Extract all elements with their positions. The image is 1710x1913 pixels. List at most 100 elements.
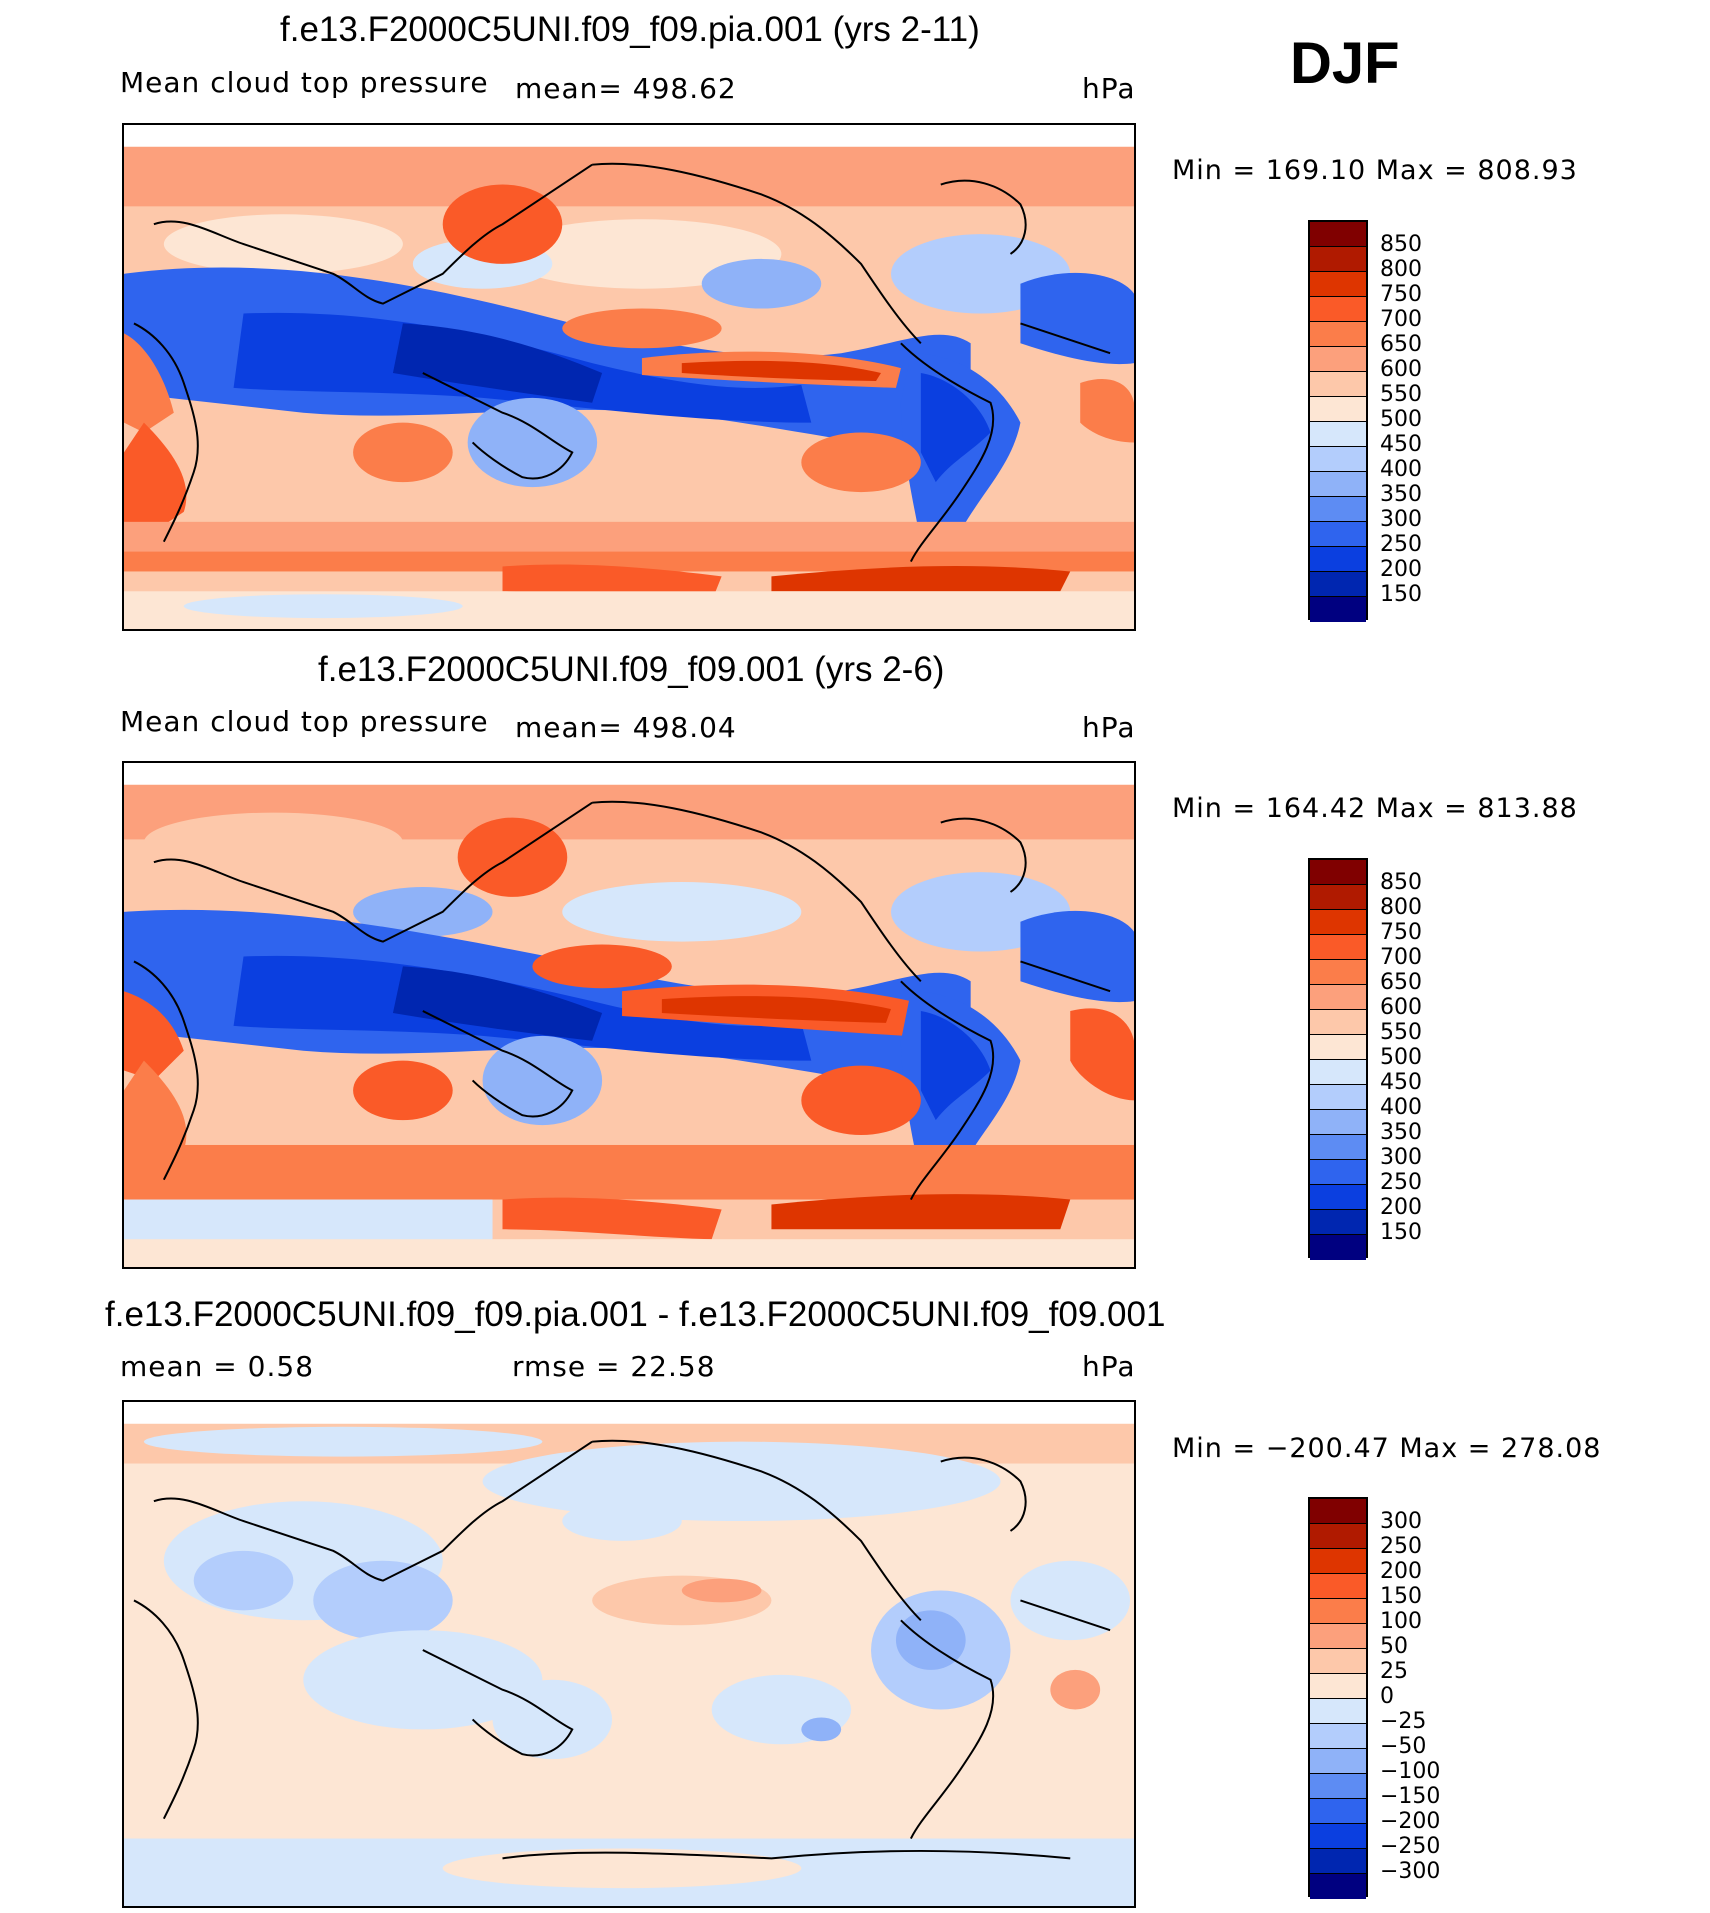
panel1-colorbar-tick: 300 bbox=[1380, 507, 1422, 532]
panel2-minmax: Min = 164.42 Max = 813.88 bbox=[1172, 793, 1578, 824]
panel1-colorbar bbox=[1308, 220, 1368, 622]
panel2-colorbar-tick: 450 bbox=[1380, 1070, 1422, 1095]
panel1-colorbar-tick: 650 bbox=[1380, 332, 1422, 357]
panel1-colorbar-swatch bbox=[1310, 222, 1366, 247]
panel3-colorbar-swatch bbox=[1310, 1724, 1366, 1749]
panel3-colorbar bbox=[1308, 1497, 1368, 1899]
panel1-colorbar-swatch bbox=[1310, 372, 1366, 397]
panel2-colorbar-swatch bbox=[1310, 1135, 1366, 1160]
panel3-colorbar-tick: 50 bbox=[1380, 1634, 1408, 1659]
panel1-title: f.e13.F2000C5UNI.f09_f09.pia.001 (yrs 2-… bbox=[280, 10, 980, 49]
panel1-colorbar-tick: 200 bbox=[1380, 557, 1422, 582]
panel2-map-plot bbox=[124, 763, 1134, 1267]
panel2-colorbar-tick: 300 bbox=[1380, 1145, 1422, 1170]
panel2-colorbar-swatch bbox=[1310, 910, 1366, 935]
panel1-colorbar-tick: 850 bbox=[1380, 232, 1422, 257]
panel2-colorbar-swatch bbox=[1310, 1060, 1366, 1085]
panel2-colorbar-swatch bbox=[1310, 1160, 1366, 1185]
panel1-colorbar-swatch bbox=[1310, 447, 1366, 472]
panel3-colorbar-swatch bbox=[1310, 1824, 1366, 1849]
panel1-variable: Mean cloud top pressure bbox=[120, 66, 489, 99]
panel3-colorbar-swatch bbox=[1310, 1774, 1366, 1799]
panel2-colorbar-swatch bbox=[1310, 860, 1366, 885]
panel2-colorbar-swatch bbox=[1310, 1035, 1366, 1060]
panel1-mean: mean= 498.62 bbox=[515, 72, 737, 105]
panel3-colorbar-swatch bbox=[1310, 1649, 1366, 1674]
panel3-colorbar-tick: 300 bbox=[1380, 1509, 1422, 1534]
panel2-colorbar-swatch bbox=[1310, 885, 1366, 910]
panel2-colorbar-swatch bbox=[1310, 935, 1366, 960]
panel1-colorbar-tick: 500 bbox=[1380, 407, 1422, 432]
panel3-colorbar-swatch bbox=[1310, 1699, 1366, 1724]
panel3-colorbar-tick: −150 bbox=[1380, 1784, 1441, 1809]
panel1-map-plot bbox=[124, 125, 1134, 629]
panel2-colorbar-tick: 800 bbox=[1380, 895, 1422, 920]
panel1-colorbar-tick: 150 bbox=[1380, 582, 1422, 607]
panel2-variable: Mean cloud top pressure bbox=[120, 705, 489, 738]
panel1-colorbar-swatch bbox=[1310, 522, 1366, 547]
panel1-colorbar-swatch bbox=[1310, 422, 1366, 447]
panel3-colorbar-swatch bbox=[1310, 1574, 1366, 1599]
panel2-colorbar-tick: 650 bbox=[1380, 970, 1422, 995]
panel3-colorbar-swatch bbox=[1310, 1874, 1366, 1899]
panel3-colorbar-swatch bbox=[1310, 1674, 1366, 1699]
panel1-map bbox=[122, 123, 1136, 631]
panel2-colorbar-swatch bbox=[1310, 1210, 1366, 1235]
panel1-colorbar-tick: 350 bbox=[1380, 482, 1422, 507]
panel3-colorbar-tick: −25 bbox=[1380, 1709, 1427, 1734]
panel3-colorbar-tick: 150 bbox=[1380, 1584, 1422, 1609]
panel3-colorbar-tick: 25 bbox=[1380, 1659, 1408, 1684]
panel1-colorbar-tick: 700 bbox=[1380, 307, 1422, 332]
panel2-colorbar-swatch bbox=[1310, 1010, 1366, 1035]
panel2-colorbar-tick: 600 bbox=[1380, 995, 1422, 1020]
panel3-colorbar-tick: 100 bbox=[1380, 1609, 1422, 1634]
panel2-colorbar-swatch bbox=[1310, 1185, 1366, 1210]
panel2-colorbar-swatch bbox=[1310, 960, 1366, 985]
panel1-colorbar-swatch bbox=[1310, 322, 1366, 347]
panel1-colorbar-tick: 600 bbox=[1380, 357, 1422, 382]
panel3-colorbar-swatch bbox=[1310, 1599, 1366, 1624]
panel2-colorbar-tick: 350 bbox=[1380, 1120, 1422, 1145]
panel1-colorbar-swatch bbox=[1310, 272, 1366, 297]
panel2-colorbar-tick: 850 bbox=[1380, 870, 1422, 895]
panel3-colorbar-swatch bbox=[1310, 1499, 1366, 1524]
panel2-colorbar bbox=[1308, 858, 1368, 1260]
panel1-colorbar-tick: 550 bbox=[1380, 382, 1422, 407]
panel2-colorbar-swatch bbox=[1310, 1110, 1366, 1135]
panel3-colorbar-tick: −50 bbox=[1380, 1734, 1427, 1759]
panel2-colorbar-swatch bbox=[1310, 1235, 1366, 1260]
panel2-map bbox=[122, 761, 1136, 1269]
panel1-colorbar-swatch bbox=[1310, 297, 1366, 322]
panel2-mean: mean= 498.04 bbox=[515, 711, 737, 744]
panel2-colorbar-tick: 550 bbox=[1380, 1020, 1422, 1045]
panel3-colorbar-swatch bbox=[1310, 1749, 1366, 1774]
panel2-colorbar-swatch bbox=[1310, 985, 1366, 1010]
panel1-colorbar-tick: 750 bbox=[1380, 282, 1422, 307]
panel3-map bbox=[122, 1400, 1136, 1908]
panel1-units: hPa bbox=[1082, 72, 1136, 105]
panel1-colorbar-swatch bbox=[1310, 472, 1366, 497]
panel2-colorbar-swatch bbox=[1310, 1085, 1366, 1110]
panel3-colorbar-swatch bbox=[1310, 1849, 1366, 1874]
panel3-map-plot bbox=[124, 1402, 1134, 1906]
panel3-mean: mean = 0.58 bbox=[120, 1350, 315, 1383]
panel3-colorbar-tick: −200 bbox=[1380, 1809, 1441, 1834]
panel3-units: hPa bbox=[1082, 1350, 1136, 1383]
panel3-colorbar-tick: 250 bbox=[1380, 1534, 1422, 1559]
panel1-colorbar-swatch bbox=[1310, 572, 1366, 597]
panel1-colorbar-swatch bbox=[1310, 397, 1366, 422]
panel1-colorbar-tick: 450 bbox=[1380, 432, 1422, 457]
panel3-colorbar-tick: 0 bbox=[1380, 1684, 1394, 1709]
panel3-colorbar-tick: −300 bbox=[1380, 1859, 1441, 1884]
panel2-colorbar-tick: 750 bbox=[1380, 920, 1422, 945]
panel1-colorbar-tick: 400 bbox=[1380, 457, 1422, 482]
panel1-colorbar-swatch bbox=[1310, 597, 1366, 622]
panel1-colorbar-swatch bbox=[1310, 547, 1366, 572]
panel3-minmax: Min = −200.47 Max = 278.08 bbox=[1172, 1433, 1602, 1464]
panel2-colorbar-tick: 700 bbox=[1380, 945, 1422, 970]
panel3-colorbar-tick: −250 bbox=[1380, 1834, 1441, 1859]
panel3-title: f.e13.F2000C5UNI.f09_f09.pia.001 - f.e13… bbox=[105, 1295, 1166, 1334]
panel3-colorbar-swatch bbox=[1310, 1624, 1366, 1649]
panel2-colorbar-tick: 200 bbox=[1380, 1195, 1422, 1220]
panel2-colorbar-tick: 250 bbox=[1380, 1170, 1422, 1195]
